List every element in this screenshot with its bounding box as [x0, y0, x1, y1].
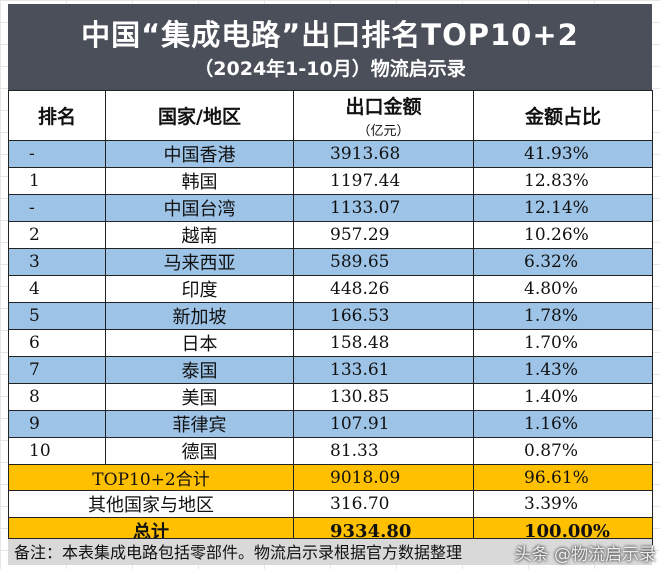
table-row: 3 马来西亚 589.65 6.32% [8, 248, 653, 276]
ranking-table: 排名 国家/地区 出口金额 （亿元） 金额占比 - 中国香港 3913.68 41.9… [8, 90, 653, 545]
rank-cell: 7 [8, 356, 106, 384]
amount-cell: 3913.68 [293, 140, 474, 168]
table-row: 4 印度 448.26 4.80% [8, 275, 653, 303]
table-row: 9 菲律宾 107.91 1.16% [8, 410, 653, 438]
table-row: - 中国香港 3913.68 41.93% [8, 140, 653, 168]
header-amount-unit: （亿元） [357, 124, 410, 139]
region-cell: 中国香港 [105, 140, 294, 168]
subtotal-amount: 9018.09 [293, 464, 474, 491]
region-cell: 新加坡 [105, 302, 294, 330]
share-cell: 1.16% [473, 410, 653, 438]
table-body: - 中国香港 3913.68 41.93% 1 韩国 1197.44 12.83% - 中国台湾 1… [8, 140, 653, 465]
chart-title: 中国“集成电路”出口排名TOP10+2 [81, 18, 579, 52]
subtotal-row: TOP10+2合计 9018.09 96.61% [8, 464, 653, 491]
share-cell: 12.83% [473, 167, 653, 195]
region-cell: 泰国 [105, 356, 294, 384]
table-row: 1 韩国 1197.44 12.83% [8, 167, 653, 195]
region-cell: 韩国 [105, 167, 294, 195]
rank-cell: 4 [8, 275, 106, 303]
watermark-logo: 头条 @物流启示录 [514, 545, 656, 565]
header-share: 金额占比 [473, 90, 653, 141]
region-cell: 越南 [105, 221, 294, 249]
share-cell: 1.43% [473, 356, 653, 384]
region-cell: 德国 [105, 437, 294, 465]
region-cell: 日本 [105, 329, 294, 357]
amount-cell: 589.65 [293, 248, 474, 276]
share-cell: 1.70% [473, 329, 653, 357]
rank-cell: 2 [8, 221, 106, 249]
rank-cell: 9 [8, 410, 106, 438]
others-row: 其他国家与地区 316.70 3.39% [8, 490, 653, 518]
chart-subtitle: （2024年1-10月）物流启示录 [194, 58, 466, 80]
share-cell: 1.78% [473, 302, 653, 330]
rank-cell: 6 [8, 329, 106, 357]
header-rank: 排名 [8, 90, 106, 141]
share-cell: 1.40% [473, 383, 653, 411]
others-amount: 316.70 [293, 490, 474, 518]
region-cell: 菲律宾 [105, 410, 294, 438]
share-cell: 0.87% [473, 437, 653, 465]
table-row: 10 德国 81.33 0.87% [8, 437, 653, 465]
region-cell: 美国 [105, 383, 294, 411]
amount-cell: 957.29 [293, 221, 474, 249]
amount-cell: 81.33 [293, 437, 474, 465]
table-row: - 中国台湾 1133.07 12.14% [8, 194, 653, 222]
amount-cell: 1197.44 [293, 167, 474, 195]
export-ranking-card: 中国“集成电路”出口排名TOP10+2 （2024年1-10月）物流启示录 排名… [8, 4, 653, 565]
footnote: 备注：本表集成电路包括零部件。物流启示录根据官方数据整理 [8, 538, 652, 565]
header-row: 排名 国家/地区 出口金额 （亿元） 金额占比 [8, 90, 653, 141]
subtotal-label: TOP10+2合计 [8, 464, 294, 491]
amount-cell: 1133.07 [293, 194, 474, 222]
table-row: 8 美国 130.85 1.40% [8, 383, 653, 411]
amount-cell: 166.53 [293, 302, 474, 330]
amount-cell: 133.61 [293, 356, 474, 384]
rank-cell: 5 [8, 302, 106, 330]
table-row: 7 泰国 133.61 1.43% [8, 356, 653, 384]
subtotal-share: 96.61% [473, 464, 653, 491]
table-row: 5 新加坡 166.53 1.78% [8, 302, 653, 330]
amount-cell: 448.26 [293, 275, 474, 303]
rank-cell: 8 [8, 383, 106, 411]
rank-cell: 3 [8, 248, 106, 276]
rank-cell: 1 [8, 167, 106, 195]
region-cell: 印度 [105, 275, 294, 303]
rank-cell: 10 [8, 437, 106, 465]
title-banner: 中国“集成电路”出口排名TOP10+2 （2024年1-10月）物流启示录 [8, 4, 652, 90]
header-region: 国家/地区 [105, 90, 294, 141]
header-amount: 出口金额 （亿元） [293, 90, 474, 141]
region-cell: 中国台湾 [105, 194, 294, 222]
table-row: 6 日本 158.48 1.70% [8, 329, 653, 357]
share-cell: 6.32% [473, 248, 653, 276]
summary-body: TOP10+2合计 9018.09 96.61% 其他国家与地区 316.70 … [8, 464, 653, 545]
header-amount-label: 出口金额 [345, 96, 422, 118]
amount-cell: 158.48 [293, 329, 474, 357]
amount-cell: 107.91 [293, 410, 474, 438]
others-share: 3.39% [473, 490, 653, 518]
amount-cell: 130.85 [293, 383, 474, 411]
share-cell: 12.14% [473, 194, 653, 222]
region-cell: 马来西亚 [105, 248, 294, 276]
share-cell: 4.80% [473, 275, 653, 303]
share-cell: 41.93% [473, 140, 653, 168]
rank-cell: - [8, 194, 106, 222]
others-label: 其他国家与地区 [8, 490, 294, 518]
share-cell: 10.26% [473, 221, 653, 249]
rank-cell: - [8, 140, 106, 168]
table-row: 2 越南 957.29 10.26% [8, 221, 653, 249]
